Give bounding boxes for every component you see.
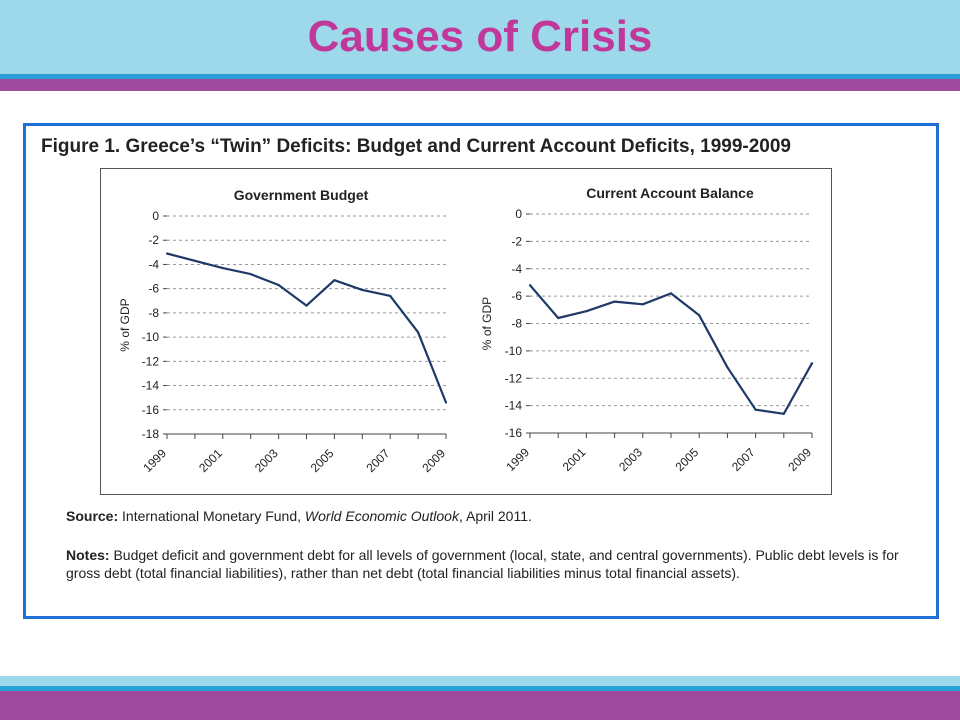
data-point (669, 292, 673, 295)
y-tick-label: -2 (148, 233, 159, 247)
data-point (444, 401, 448, 404)
notes-block: Notes: Budget deficit and government deb… (66, 546, 911, 582)
notes-text: Budget deficit and government debt for a… (66, 547, 899, 581)
x-tick-label: 2005 (673, 445, 702, 474)
chart-title: Current Account Balance (586, 185, 754, 201)
x-tick-label: 2007 (364, 446, 393, 475)
y-tick-label: -2 (511, 234, 522, 248)
data-point (528, 284, 532, 287)
source-publication: World Economic Outlook (304, 508, 459, 524)
y-tick-label: -12 (505, 371, 523, 385)
series-line (529, 284, 813, 415)
x-tick-label: 1999 (503, 445, 532, 474)
data-point (641, 303, 644, 306)
x-tick-label: 2003 (616, 445, 645, 474)
x-tick-label: 2001 (560, 445, 589, 474)
series-line (166, 252, 448, 403)
data-point (698, 314, 701, 317)
x-tick-label: 1999 (140, 446, 169, 475)
data-point (221, 266, 224, 270)
source-text: International Monetary Fund, (118, 508, 305, 524)
source-date: , April 2011. (458, 508, 532, 524)
y-tick-label: -10 (142, 330, 160, 344)
notes-label: Notes: (66, 547, 110, 563)
source-line: Source: International Monetary Fund, Wor… (66, 508, 532, 524)
figure-title: Figure 1. Greece’s “Twin” Deficits: Budg… (41, 136, 791, 157)
x-tick-label: 2003 (252, 446, 281, 475)
data-point (810, 362, 814, 365)
y-tick-label: -14 (142, 379, 160, 393)
header-stripe-blue (0, 74, 960, 79)
header-stripe-purple (0, 79, 960, 91)
data-point (165, 252, 169, 255)
y-tick-label: -16 (505, 426, 523, 440)
data-point (754, 408, 757, 411)
y-tick-label: 0 (515, 207, 522, 221)
y-tick-label: -16 (142, 403, 160, 417)
x-tick-label: 2005 (308, 446, 337, 475)
y-tick-label: 0 (152, 209, 159, 223)
data-point (557, 316, 560, 320)
data-point (305, 304, 308, 307)
header-band (0, 0, 960, 74)
chart-box: Government Budget % of GDP 0 -2 -4 -6 -8 -10 -12… (100, 168, 832, 495)
y-axis-label: % of GDP (480, 297, 494, 350)
y-tick-label: -6 (148, 282, 159, 296)
data-point (726, 366, 729, 369)
data-point (193, 259, 196, 262)
figure-frame: Figure 1. Greece’s “Twin” Deficits: Budg… (23, 123, 939, 619)
x-tick-label: 2009 (785, 445, 814, 474)
x-tick-label: 2009 (419, 446, 448, 475)
data-point (333, 279, 336, 282)
charts-svg: Government Budget % of GDP 0 -2 -4 -6 -8 -10 -12… (118, 185, 814, 475)
source-label: Source: (66, 508, 119, 524)
x-tick-label: 2001 (196, 446, 225, 475)
footer-band-light (0, 676, 960, 686)
data-point (585, 310, 588, 313)
y-tick-label: -8 (511, 317, 522, 331)
y-tick-label: -4 (148, 257, 159, 271)
data-point (389, 294, 392, 298)
y-tick-label: -6 (511, 289, 522, 303)
data-point (361, 288, 364, 291)
y-tick-label: -4 (511, 262, 522, 276)
slide-title: Causes of Crisis (307, 12, 653, 61)
data-point (277, 283, 280, 287)
footer-band-purple (0, 691, 960, 720)
y-tick-label: -14 (505, 399, 523, 413)
y-tick-label: -10 (505, 344, 523, 358)
y-axis-label: % of GDP (118, 298, 132, 351)
data-point (782, 412, 785, 415)
chart-title: Government Budget (234, 187, 369, 203)
footer-band-blue (0, 686, 960, 691)
data-point (417, 331, 420, 334)
y-tick-label: -12 (142, 354, 160, 368)
y-tick-label: -18 (142, 427, 160, 441)
x-tick-label: 2007 (729, 445, 758, 474)
y-tick-label: -8 (148, 306, 159, 320)
data-point (613, 300, 616, 303)
data-point (249, 273, 252, 276)
